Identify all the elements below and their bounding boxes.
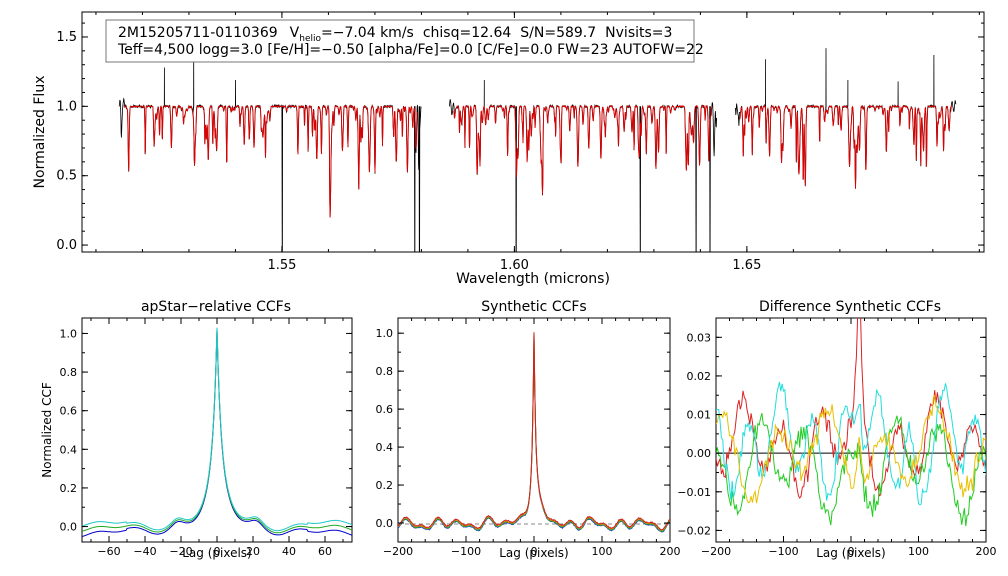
y-tick-label: 0.6 bbox=[376, 403, 394, 416]
apstar-ccf-panel: apStar−relative CCFs −60 −40 −20 0 20 40 60 0.0… bbox=[40, 299, 353, 560]
apstar-ccf-frame bbox=[81, 317, 353, 543]
chisq-value: chisq=12.64 bbox=[423, 25, 512, 41]
info-line-2: Teff=4,500 logg=3.0 [Fe/H]=−0.50 [alpha/… bbox=[117, 42, 704, 58]
star-id: 2M15205711-0110369 bbox=[118, 25, 278, 41]
info-box bbox=[105, 19, 695, 63]
y-tick-label: 0.03 bbox=[687, 331, 712, 344]
y-tick-label: 0.5 bbox=[56, 169, 77, 184]
ccf-visit-3 bbox=[82, 327, 352, 532]
x-tick-label: −200 bbox=[383, 545, 413, 558]
model-segment-2 bbox=[453, 104, 713, 195]
y-tick-label: 0.00 bbox=[687, 447, 712, 460]
observed-spectrum bbox=[118, 48, 957, 252]
spectrum-ylabel: Normalized Flux bbox=[32, 76, 48, 189]
apstar-ccf-ylabel: Normalized CCF bbox=[40, 382, 54, 478]
diff-ccf-diff-3 bbox=[716, 381, 986, 506]
model-segment-3 bbox=[739, 104, 953, 189]
y-tick-label: 0.0 bbox=[376, 517, 394, 530]
spectrum-frame bbox=[81, 11, 985, 253]
y-tick-label: 1.0 bbox=[376, 327, 394, 340]
x-tick-label: 60 bbox=[318, 545, 332, 558]
spectrum-xlabel: Wavelength (microns) bbox=[456, 271, 610, 287]
difference-ccf-axes: −200 −100 0 100 200 −0.02 −0.01 0.00 0.01 0.02 0.0… bbox=[677, 318, 997, 558]
apstar-ccf-lines bbox=[82, 327, 352, 538]
x-tick-label: 100 bbox=[592, 545, 613, 558]
synthetic-ccf-title: Synthetic CCFs bbox=[481, 299, 586, 315]
y-tick-label: 0.8 bbox=[60, 366, 78, 379]
apstar-ccf-axes: −60 −40 −20 0 20 40 60 0.0 0.2 0.4 0.6 0.8 1.0 bbox=[60, 318, 352, 558]
x-tick-label: 1.65 bbox=[732, 258, 761, 273]
difference-ccf-title: Difference Synthetic CCFs bbox=[759, 299, 941, 315]
spectrum-panel: 1.55 1.60 1.65 0.0 0.5 1.0 1.5 2M15205711-0110… bbox=[32, 11, 985, 287]
difference-ccf-lines bbox=[716, 318, 986, 527]
apstar-ccf-xlabel: Lag (pixels) bbox=[182, 546, 252, 560]
synth-ccf-combined bbox=[398, 332, 670, 531]
spectrum-axes: 1.55 1.60 1.65 0.0 0.5 1.0 1.5 bbox=[56, 12, 984, 273]
y-tick-label: 0.2 bbox=[60, 482, 78, 495]
x-tick-label: 40 bbox=[282, 545, 296, 558]
x-tick-label: 1.60 bbox=[500, 258, 529, 273]
y-tick-label: 0.8 bbox=[376, 365, 394, 378]
model-segment-1 bbox=[123, 104, 418, 218]
y-tick-label: 0.4 bbox=[60, 443, 78, 456]
y-tick-label: 0.2 bbox=[376, 479, 394, 492]
v-helio-value: =−7.04 km/s bbox=[321, 25, 414, 41]
x-tick-label: −20 bbox=[169, 545, 192, 558]
synthetic-ccf-lines bbox=[398, 332, 670, 533]
info-line-1: 2M15205711-0110369 Vhelio=−7.04 km/s chisq… bbox=[118, 25, 672, 44]
difference-ccf-xlabel: Lag (pixels) bbox=[816, 546, 886, 560]
x-tick-label: 0 bbox=[848, 545, 855, 558]
snr-value: S/N=589.7 bbox=[520, 25, 596, 41]
difference-ccf-panel: Difference Synthetic CCFs −200 −100 0 100 20… bbox=[677, 299, 996, 560]
x-tick-label: 200 bbox=[660, 545, 681, 558]
y-tick-label: −0.02 bbox=[677, 524, 711, 537]
nvisits-value: Nvisits=3 bbox=[605, 25, 672, 41]
synthetic-ccf-xlabel: Lag (pixels) bbox=[499, 546, 569, 560]
x-tick-label: 100 bbox=[908, 545, 929, 558]
y-tick-label: 1.5 bbox=[56, 30, 77, 45]
ccf-visit-1 bbox=[82, 329, 352, 538]
x-tick-label: 0 bbox=[214, 545, 221, 558]
y-tick-label: 0.0 bbox=[56, 238, 77, 253]
x-tick-label: 20 bbox=[246, 545, 260, 558]
diff-ccf-diff-4 bbox=[716, 394, 986, 504]
synthetic-ccf-axes: −200 −100 0 100 200 0.0 0.2 0.4 0.6 0.8 1.0 bbox=[376, 318, 681, 558]
x-tick-label: −200 bbox=[701, 545, 731, 558]
diff-ccf-diff-2 bbox=[716, 413, 986, 527]
x-tick-label: −40 bbox=[133, 545, 156, 558]
diff-ccf-diff-1 bbox=[716, 318, 986, 499]
x-tick-label: −100 bbox=[768, 545, 798, 558]
x-tick-label: 200 bbox=[976, 545, 997, 558]
x-tick-label: 1.55 bbox=[267, 258, 296, 273]
model-spectrum bbox=[123, 104, 953, 218]
v-label: V bbox=[290, 25, 300, 41]
x-tick-label: −60 bbox=[97, 545, 120, 558]
apstar-ccf-title: apStar−relative CCFs bbox=[141, 299, 291, 315]
y-tick-label: 0.01 bbox=[687, 409, 712, 422]
y-tick-label: 1.0 bbox=[60, 327, 78, 340]
y-tick-label: 0.0 bbox=[60, 521, 78, 534]
ccf-visit-2 bbox=[82, 328, 352, 534]
y-tick-label: −0.01 bbox=[677, 486, 711, 499]
x-tick-label: 0 bbox=[531, 545, 538, 558]
y-tick-label: 0.4 bbox=[376, 441, 394, 454]
y-tick-label: 1.0 bbox=[56, 99, 77, 114]
synthetic-ccf-panel: Synthetic CCFs −200 −100 0 100 200 0.0 0.2 0.4 0… bbox=[376, 299, 681, 560]
x-tick-label: −100 bbox=[451, 545, 481, 558]
v-subscript: helio bbox=[299, 34, 321, 44]
y-tick-label: 0.02 bbox=[687, 370, 712, 383]
y-tick-label: 0.6 bbox=[60, 405, 78, 418]
observed-segment-1 bbox=[118, 53, 422, 252]
